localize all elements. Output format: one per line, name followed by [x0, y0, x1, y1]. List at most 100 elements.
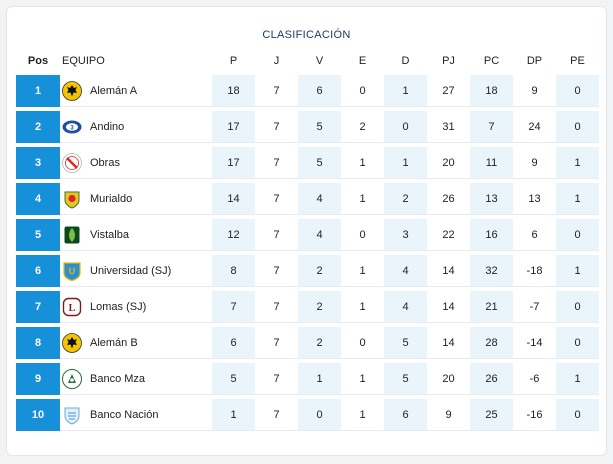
stat-pc-cell: 16	[470, 219, 513, 251]
stat-pc-cell: 18	[470, 75, 513, 107]
stat-d-cell: 0	[384, 111, 427, 143]
team-cell[interactable]: Banco Mza	[60, 363, 212, 395]
stat-d-cell: 4	[384, 255, 427, 287]
team-cell[interactable]: Murialdo	[60, 183, 212, 215]
stat-pj-cell: 14	[427, 255, 470, 287]
col-pe[interactable]: PE	[570, 55, 585, 67]
table-row[interactable]: 2 3 Andino 17 7 5 2 0 31 7 24 0	[16, 111, 599, 143]
team-name[interactable]: Andino	[90, 120, 125, 133]
stat-j-cell: 7	[255, 327, 298, 359]
team-name[interactable]: Alemán A	[90, 84, 138, 97]
stat-v-cell: 0	[298, 399, 341, 431]
stat-dp-cell: 9	[513, 75, 556, 107]
table-row[interactable]: 3 Obras 17 7 5 1 1 20 11 9 1	[16, 147, 599, 179]
stat-pc-cell: 7	[470, 111, 513, 143]
stat-j-cell: 7	[255, 399, 298, 431]
stat-j-cell: 7	[255, 291, 298, 323]
table-row[interactable]: 10 Banco Nación 1 7 0 1 6 9 25 -16 0	[16, 399, 599, 431]
team-cell[interactable]: Obras	[60, 147, 212, 179]
stat-pj-cell: 31	[427, 111, 470, 143]
team-cell[interactable]: L Lomas (SJ)	[60, 291, 212, 323]
col-p[interactable]: P	[229, 55, 238, 67]
stat-pe-cell: 0	[556, 327, 599, 359]
stat-e-cell: 2	[341, 111, 384, 143]
table-row[interactable]: 4 Murialdo 14 7 4 1 2 26 13 13 1	[16, 183, 599, 215]
table-row[interactable]: 8 Alemán B 6 7 2 0 5 14 28 -14 0	[16, 327, 599, 359]
stat-v-cell: 5	[298, 111, 341, 143]
stat-v-cell: 2	[298, 255, 341, 287]
table-row[interactable]: 5 Vistalba 12 7 4 0 3 22 16 6 0	[16, 219, 599, 251]
team-name[interactable]: Vistalba	[90, 228, 129, 241]
stat-j-cell: 7	[255, 147, 298, 179]
col-team[interactable]: EQUIPO	[62, 55, 105, 67]
stat-p-cell: 8	[212, 255, 255, 287]
stat-pc-cell: 25	[470, 399, 513, 431]
team-cell[interactable]: U Universidad (SJ)	[60, 255, 212, 287]
position-cell: 9	[16, 363, 60, 395]
position-cell: 10	[16, 399, 60, 431]
col-d[interactable]: D	[401, 55, 410, 67]
col-dp[interactable]: DP	[526, 55, 543, 67]
lomas-crest-icon: L	[62, 297, 82, 317]
team-cell[interactable]: Vistalba	[60, 219, 212, 251]
table-row[interactable]: 6 U Universidad (SJ) 8 7 2 1 4 14 32 -18 1	[16, 255, 599, 287]
col-pj[interactable]: PJ	[442, 55, 455, 67]
team-name[interactable]: Universidad (SJ)	[90, 264, 172, 277]
stat-d-cell: 3	[384, 219, 427, 251]
stat-j-cell: 7	[255, 111, 298, 143]
team-name[interactable]: Banco Nación	[90, 408, 159, 421]
stat-v-cell: 4	[298, 183, 341, 215]
stat-pe-cell: 0	[556, 291, 599, 323]
stat-dp-cell: -14	[513, 327, 556, 359]
stat-e-cell: 0	[341, 327, 384, 359]
team-name[interactable]: Alemán B	[90, 336, 138, 349]
stat-pj-cell: 14	[427, 327, 470, 359]
stat-v-cell: 2	[298, 291, 341, 323]
team-name[interactable]: Obras	[90, 156, 120, 169]
stat-p-cell: 17	[212, 111, 255, 143]
position-cell: 7	[16, 291, 60, 323]
team-cell[interactable]: Alemán B	[60, 327, 212, 359]
stat-v-cell: 2	[298, 327, 341, 359]
team-cell[interactable]: Alemán A	[60, 75, 212, 107]
stat-e-cell: 1	[341, 399, 384, 431]
stat-dp-cell: -7	[513, 291, 556, 323]
stat-j-cell: 7	[255, 183, 298, 215]
team-cell[interactable]: Banco Nación	[60, 399, 212, 431]
stat-p-cell: 6	[212, 327, 255, 359]
obras-crest-icon	[62, 152, 82, 173]
standings-title: CLASIFICACIÓN	[262, 29, 351, 41]
stat-dp-cell: 6	[513, 219, 556, 251]
stat-e-cell: 0	[341, 219, 384, 251]
table-row[interactable]: 9 Banco Mza 5 7 1 1 5 20 26 -6 1	[16, 363, 599, 395]
stat-pe-cell: 1	[556, 363, 599, 395]
stat-d-cell: 6	[384, 399, 427, 431]
col-e[interactable]: E	[358, 55, 367, 67]
andino-crest-icon: 3	[62, 117, 82, 137]
col-pos[interactable]: Pos	[27, 55, 49, 67]
stat-p-cell: 17	[212, 147, 255, 179]
position-cell: 8	[16, 327, 60, 359]
team-cell[interactable]: 3 Andino	[60, 111, 212, 143]
col-j[interactable]: J	[273, 55, 280, 67]
stat-p-cell: 1	[212, 399, 255, 431]
stat-d-cell: 5	[384, 327, 427, 359]
table-row[interactable]: 1 Alemán A 18 7 6 0 1 27 18 9 0	[16, 75, 599, 107]
stat-pe-cell: 0	[556, 399, 599, 431]
stat-pj-cell: 20	[427, 147, 470, 179]
position-cell: 2	[16, 111, 60, 143]
table-row[interactable]: 7 L Lomas (SJ) 7 7 2 1 4 14 21 -7 0	[16, 291, 599, 323]
position-cell: 1	[16, 75, 60, 107]
col-v[interactable]: V	[315, 55, 324, 67]
team-name[interactable]: Lomas (SJ)	[90, 300, 147, 313]
team-name[interactable]: Murialdo	[90, 192, 133, 205]
stat-pe-cell: 0	[556, 219, 599, 251]
stat-pe-cell: 0	[556, 111, 599, 143]
col-pc[interactable]: PC	[483, 55, 500, 67]
stat-pc-cell: 26	[470, 363, 513, 395]
team-name[interactable]: Banco Mza	[90, 372, 146, 385]
position-cell: 4	[16, 183, 60, 215]
stat-p-cell: 14	[212, 183, 255, 215]
svg-text:U: U	[69, 266, 76, 276]
stat-dp-cell: 13	[513, 183, 556, 215]
